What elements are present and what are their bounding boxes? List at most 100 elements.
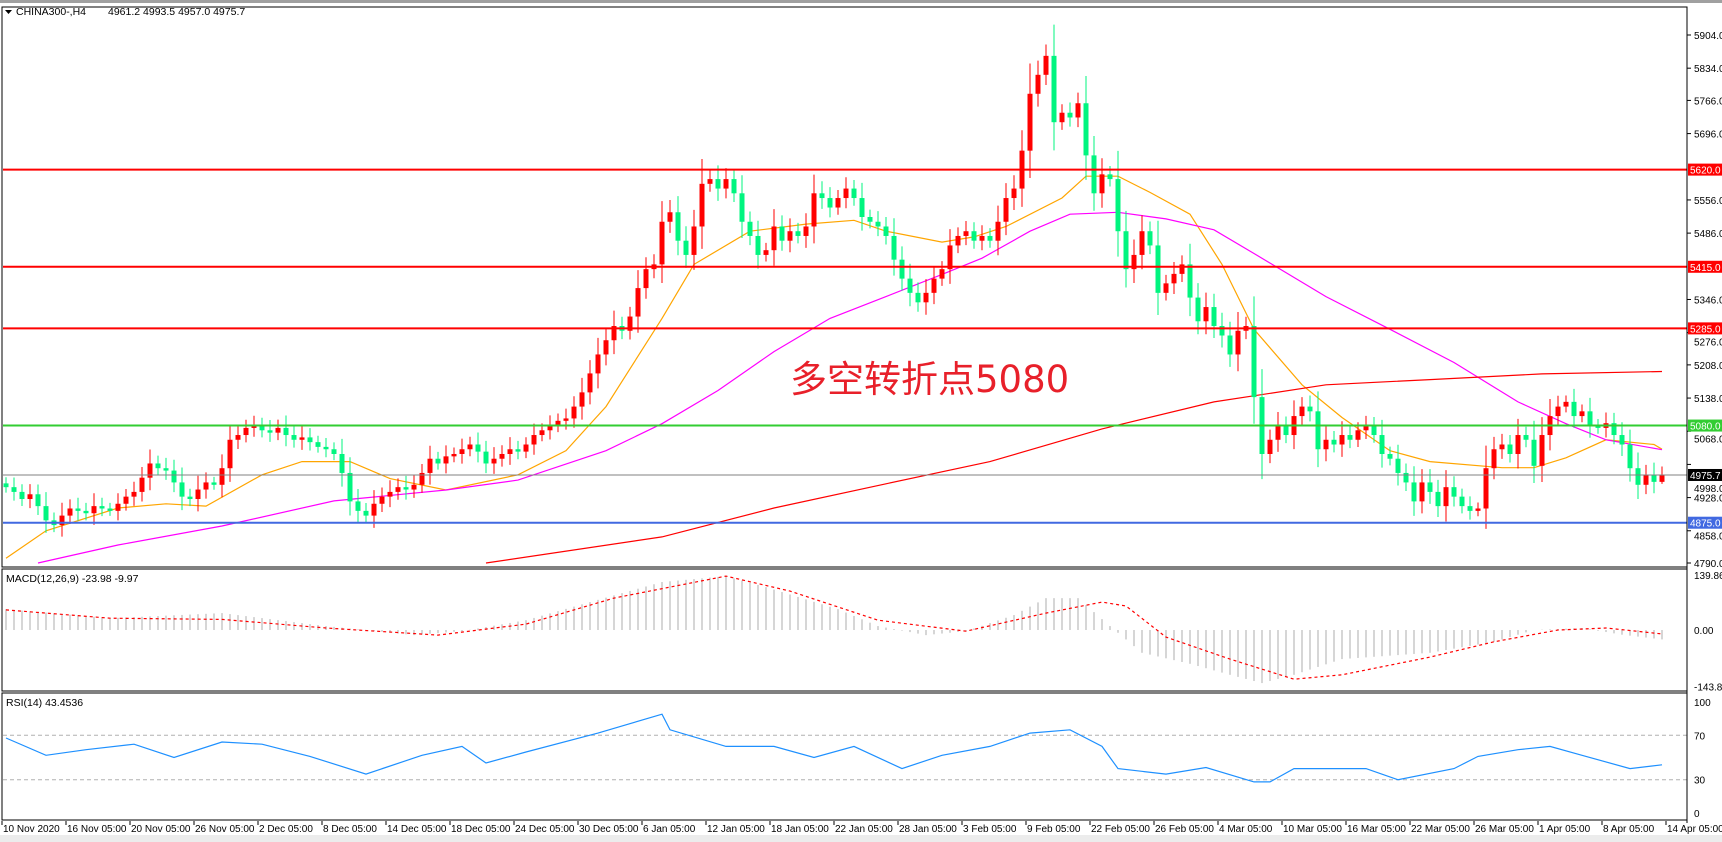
candle-bull	[227, 439, 233, 469]
price-tick-label: 5276.0	[1694, 337, 1722, 348]
candle-bull	[275, 427, 281, 433]
price-tick-label: 4790.0	[1694, 559, 1722, 570]
rsi-panel[interactable]	[3, 713, 1687, 783]
candle-bull	[843, 188, 849, 199]
candle-bear	[403, 487, 409, 490]
candle-bull	[1483, 468, 1489, 509]
level-label-bg	[1688, 322, 1722, 335]
candle-bull	[427, 458, 433, 473]
candle-bull	[1059, 112, 1065, 123]
price-tick-label: 5556.0	[1694, 196, 1722, 207]
candle-bear	[747, 221, 753, 236]
candle-bull	[931, 278, 937, 293]
candle-bull	[635, 288, 641, 317]
candle-bear	[859, 198, 865, 218]
candle-bull	[531, 435, 537, 445]
macd-tick-label: -143.82	[1694, 683, 1722, 694]
date-tick-label: 18 Jan 05:00	[771, 824, 829, 835]
candle-bear	[1147, 231, 1153, 246]
price-panel[interactable]	[3, 24, 1687, 564]
candle-bear	[1227, 335, 1233, 355]
candle-bear	[883, 226, 889, 236]
macd-tick-label: 139.86	[1694, 571, 1722, 582]
candle-bull	[579, 392, 585, 407]
candle-bull	[1011, 188, 1017, 199]
candle-bull	[1419, 482, 1425, 502]
candle-bull	[299, 437, 305, 440]
candle-bull	[91, 506, 97, 514]
candle-bull	[27, 494, 33, 500]
macd-legend: MACD(12,26,9) -23.98 -9.97	[6, 573, 139, 585]
date-tick-label: 28 Jan 05:00	[899, 824, 957, 835]
date-tick-label: 2 Dec 05:00	[259, 824, 313, 835]
candle-bear	[475, 444, 481, 452]
date-tick-label: 26 Feb 05:00	[1155, 824, 1214, 835]
macd-signal-line	[5, 575, 1663, 680]
candle-bull	[507, 449, 513, 454]
candle-bull	[643, 269, 649, 289]
candle-bear	[827, 198, 833, 208]
candle-bear	[1451, 487, 1457, 497]
candle-bear	[1283, 425, 1289, 436]
candle-bear	[1523, 435, 1529, 440]
date-tick-label: 9 Feb 05:00	[1027, 824, 1081, 835]
axes: 5904.0 5834.0 5766.0 5696.0 5556.0 5486.0 5346…	[1, 6, 1722, 835]
rsi-legend: RSI(14) 43.4536	[6, 697, 83, 709]
candle-bull	[195, 489, 201, 500]
candle-bear	[163, 468, 169, 471]
candle-bear	[1403, 472, 1409, 483]
candle-bull	[1579, 411, 1585, 417]
candle-bear	[779, 226, 785, 241]
candle-bear	[683, 240, 689, 255]
candle-bear	[283, 427, 289, 436]
candle-bull	[1323, 439, 1329, 450]
candle-bear	[1211, 307, 1217, 327]
candle-bull	[1035, 74, 1041, 94]
date-tick-label: 10 Mar 05:00	[1283, 824, 1342, 835]
candle-bull	[1027, 93, 1033, 151]
candle-bear	[155, 463, 161, 469]
date-tick-label: 14 Dec 05:00	[387, 824, 447, 835]
candle-bull	[459, 449, 465, 454]
price-tick-label: 5138.0	[1694, 394, 1722, 405]
date-tick-label: 16 Nov 05:00	[67, 824, 127, 835]
date-tick-label: 22 Jan 05:00	[835, 824, 893, 835]
candle-bear	[755, 235, 761, 255]
candle-bear	[1411, 482, 1417, 502]
symbol-label: CHINA300-,H4	[16, 6, 86, 18]
candle-bull	[627, 316, 633, 331]
date-tick-label: 26 Nov 05:00	[195, 824, 255, 835]
candle-bear	[1091, 155, 1097, 194]
candle-bull	[67, 508, 73, 516]
candle-bear	[11, 487, 17, 492]
price-tick-label: 5208.0	[1694, 361, 1722, 372]
candle-bear	[987, 235, 993, 241]
candle-bear	[435, 458, 441, 464]
candle-bull	[131, 491, 137, 497]
candle-bear	[1651, 475, 1657, 482]
macd-panel[interactable]	[5, 575, 1663, 684]
level-label: 5415.0	[1690, 263, 1721, 274]
candle-bull	[963, 231, 969, 236]
candle-bull	[723, 179, 729, 189]
candle-bear	[1187, 264, 1193, 298]
candle-bear	[35, 494, 41, 507]
moving-average-line-1	[5, 175, 1663, 559]
candle-bull	[1443, 487, 1449, 507]
date-tick-label: 20 Nov 05:00	[131, 824, 191, 835]
date-tick-label: 10 Nov 2020	[3, 824, 60, 835]
candle-bull	[1163, 283, 1169, 293]
candle-bull	[1235, 330, 1241, 355]
candle-bull	[707, 179, 713, 184]
rsi-tick-label: 70	[1694, 731, 1706, 742]
candle-bear	[315, 442, 321, 447]
price-tick-label: 5486.0	[1694, 229, 1722, 240]
candle-bear	[795, 231, 801, 236]
candle-bull	[803, 226, 809, 236]
dropdown-triangle-icon[interactable]	[5, 10, 12, 14]
candle-bear	[211, 482, 217, 485]
candle-bear	[1083, 103, 1089, 156]
candle-bull	[1491, 449, 1497, 469]
rsi-tick-label: 0	[1694, 809, 1700, 820]
